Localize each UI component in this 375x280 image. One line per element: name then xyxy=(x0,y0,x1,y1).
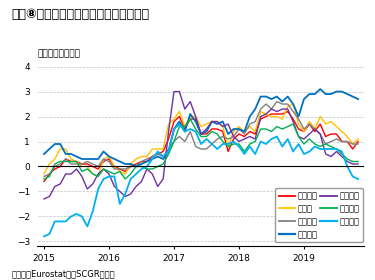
ドイツ xyxy=(96,175,100,178)
Line: ユーロ圏: ユーロ圏 xyxy=(44,111,358,181)
ギリシャ xyxy=(177,122,182,126)
ユーロ圏 xyxy=(269,112,274,116)
フランス xyxy=(123,167,128,171)
オランダ xyxy=(134,165,138,168)
スペイン xyxy=(123,195,128,198)
Line: オランダ: オランダ xyxy=(44,89,358,167)
ドイツ xyxy=(128,162,133,166)
オランダ xyxy=(123,162,128,166)
フランス xyxy=(90,162,95,166)
フランス xyxy=(274,100,279,103)
オランダ xyxy=(53,142,57,146)
Line: ギリシャ: ギリシャ xyxy=(44,124,358,236)
ギリシャ xyxy=(53,220,57,223)
イタリア xyxy=(90,172,95,176)
ユーロ圏 xyxy=(204,132,209,136)
ドイツ xyxy=(74,160,79,163)
スペイン xyxy=(74,167,79,171)
ユーロ圏 xyxy=(42,180,46,183)
Line: ドイツ: ドイツ xyxy=(44,104,358,176)
オランダ xyxy=(74,155,79,158)
ギリシャ xyxy=(274,135,279,138)
Line: フランス: フランス xyxy=(44,102,358,176)
オランダ xyxy=(210,120,214,123)
ユーロ圏 xyxy=(123,170,128,173)
ギリシャ xyxy=(74,212,79,216)
フランス xyxy=(204,147,209,151)
スペイン xyxy=(90,182,95,186)
フランス xyxy=(356,142,360,146)
スペイン xyxy=(210,120,214,123)
イタリア xyxy=(356,160,360,163)
Text: 図表⑧　ユーロ圏各国の消費者物価指数: 図表⑧ ユーロ圏各国の消費者物価指数 xyxy=(11,8,149,21)
スペイン xyxy=(356,162,360,166)
ドイツ xyxy=(274,115,279,118)
ドイツ xyxy=(42,172,46,176)
イタリア xyxy=(123,177,128,181)
フランス xyxy=(42,175,46,178)
オランダ xyxy=(274,95,279,98)
Line: イタリア: イタリア xyxy=(44,119,358,179)
フランス xyxy=(269,107,274,111)
Legend: ユーロ圏, ドイツ, フランス, オランダ, スペイン, イタリア, ギリシャ: ユーロ圏, ドイツ, フランス, オランダ, スペイン, イタリア, ギリシャ xyxy=(275,188,363,242)
ドイツ xyxy=(53,157,57,161)
イタリア xyxy=(42,177,46,181)
スペイン xyxy=(53,185,57,188)
イタリア xyxy=(53,162,57,166)
ギリシャ xyxy=(123,192,128,196)
スペイン xyxy=(172,90,176,93)
フランス xyxy=(74,162,79,166)
ギリシャ xyxy=(210,142,214,146)
スペイン xyxy=(42,197,46,201)
スペイン xyxy=(274,110,279,113)
ギリシャ xyxy=(356,177,360,181)
ユーロ圏 xyxy=(356,140,360,143)
イタリア xyxy=(74,160,79,163)
Text: （出所：EurostatよりSCGR作成）: （出所：EurostatよりSCGR作成） xyxy=(11,270,115,279)
イタリア xyxy=(210,130,214,133)
ユーロ圏 xyxy=(285,110,290,113)
オランダ xyxy=(356,97,360,101)
イタリア xyxy=(274,125,279,128)
ドイツ xyxy=(291,102,296,106)
オランダ xyxy=(90,157,95,161)
ユーロ圏 xyxy=(53,167,57,171)
オランダ xyxy=(318,87,322,91)
ドイツ xyxy=(356,137,360,141)
ドイツ xyxy=(210,120,214,123)
ギリシャ xyxy=(90,210,95,213)
オランダ xyxy=(42,152,46,156)
フランス xyxy=(53,165,57,168)
Text: （前年同月比％）: （前年同月比％） xyxy=(38,49,81,58)
ドイツ xyxy=(90,172,95,176)
ユーロ圏 xyxy=(74,160,79,163)
ギリシャ xyxy=(42,235,46,238)
Line: スペイン: スペイン xyxy=(44,92,358,199)
ユーロ圏 xyxy=(90,165,95,168)
イタリア xyxy=(188,117,192,121)
